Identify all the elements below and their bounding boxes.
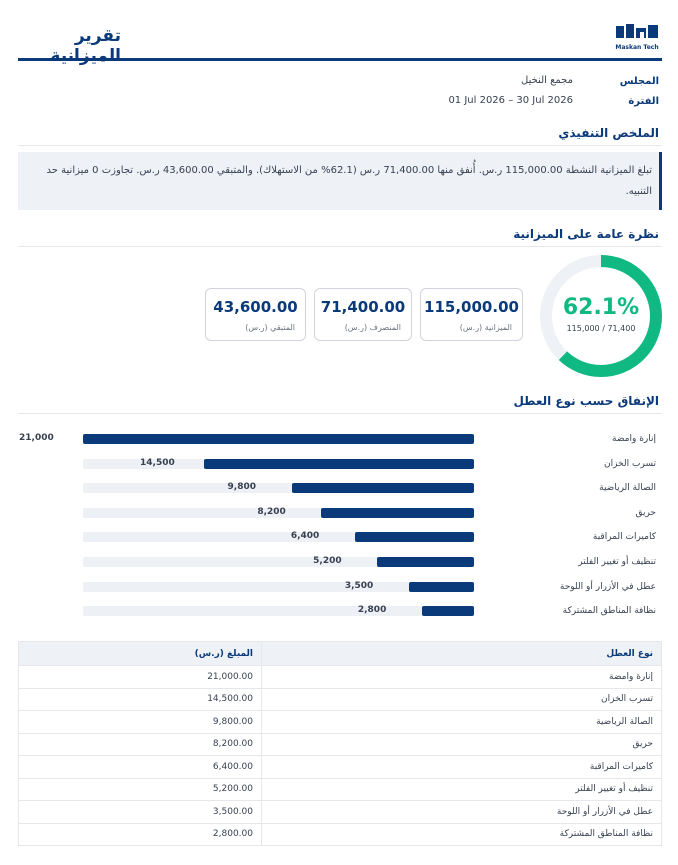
summary-title: الملخص التنفيذي [558, 126, 659, 140]
fault-type-cell: عطل في الأزرار أو اللوحة [261, 800, 662, 824]
summary-box [18, 152, 662, 210]
amount-cell: 3,500.00 [18, 800, 262, 824]
bar-value-label: 9,800 [227, 482, 256, 493]
table-header-row: نوع العطل المبلغ (ر.س) [18, 641, 662, 666]
table-row: نظافة المناطق المشتركة 2,800.00 [18, 822, 662, 846]
table-row: كاميرات المراقبة 6,400.00 [18, 755, 662, 779]
bar [204, 458, 474, 469]
company-logo [616, 24, 658, 38]
bar-value-label: 2,800 [357, 605, 387, 616]
bar-category-label: نظافة المناطق المشتركة [562, 606, 656, 617]
council-value: مجمع النخيل [521, 75, 573, 86]
gauge-fraction: 71,400 / 115,000 [566, 324, 636, 333]
fault-type-cell: تسرب الخزان [261, 687, 662, 711]
spending-table: نوع العطل المبلغ (ر.س) إنارة وامضة 21,000… [18, 641, 662, 846]
bar-value-label: 14,500 [140, 457, 175, 468]
council-label: المجلس [619, 76, 659, 87]
table-row: الصالة الرياضية 9,800.00 [18, 710, 662, 734]
bar-value-label: 21,000 [19, 433, 54, 443]
amount-cell: 5,200.00 [18, 777, 262, 801]
bar-category-label: عطل في الأزرار أو اللوحة [559, 581, 656, 592]
header-divider [18, 58, 662, 61]
bar-track [83, 458, 474, 469]
bar-track [83, 434, 474, 444]
budget-value: 115,000.00 [424, 298, 519, 316]
budget-gauge [540, 255, 662, 377]
section-divider [18, 246, 662, 247]
header-amount: المبلغ (ر.س) [18, 641, 262, 666]
bar-category-label: الصالة الرياضية [599, 483, 656, 494]
amount-cell: 14,500.00 [18, 687, 262, 711]
section-divider [18, 145, 662, 146]
bar [354, 532, 474, 543]
logo-text: Maskan Tech [615, 44, 659, 51]
spending-title: الإنفاق حسب نوع العطل [513, 394, 659, 408]
period-value: 01 Jul 2026 – 30 Jul 2026 [448, 95, 573, 106]
table-row: إنارة وامضة 21,000.00 [18, 665, 662, 689]
gauge-percent: 62.1% [562, 295, 640, 320]
fault-type-cell: إنارة وامضة [261, 665, 662, 689]
bar-category-label: تسرب الخزان [604, 458, 656, 469]
bar-track [83, 606, 474, 617]
fault-type-cell: نظافة المناطق المشتركة [261, 822, 662, 846]
bar [408, 581, 474, 592]
bar-category-label: حريق [635, 507, 656, 518]
bar-track [83, 532, 474, 543]
table-row: عطل في الأزرار أو اللوحة 3,500.00 [18, 800, 662, 824]
bar-track [83, 507, 474, 518]
remaining-label: المتبقي (ر.س) [245, 323, 295, 332]
bar-value-label: 8,200 [257, 506, 286, 517]
spent-label: المنصرف (ر.س) [344, 323, 401, 332]
bar-track [83, 557, 474, 567]
bar-category-label: كاميرات المراقبة [592, 532, 656, 543]
amount-cell: 8,200.00 [18, 732, 262, 756]
budget-card: 115,000.00 الميزانية (ر.س) [420, 288, 523, 341]
fault-type-cell: تنظيف أو تغيير الفلتر [261, 777, 662, 801]
amount-cell: 9,800.00 [18, 710, 262, 734]
bar-value-label: 5,200 [313, 556, 342, 566]
bar-track [83, 483, 474, 494]
bar [377, 557, 474, 567]
period-label: الفترة [628, 96, 659, 107]
bar [291, 483, 474, 494]
remaining-value: 43,600.00 [213, 298, 298, 316]
bar [421, 606, 474, 617]
fault-type-cell: كاميرات المراقبة [261, 755, 662, 779]
gauge-arc [540, 255, 662, 377]
page-title: تقرير الميزانية [50, 26, 121, 66]
header-fault-type: نوع العطل [261, 641, 662, 666]
section-divider [18, 413, 662, 414]
spent-card: 71,400.00 المنصرف (ر.س) [314, 288, 412, 341]
bar-value-label: 6,400 [290, 531, 320, 542]
summary-text: تبلغ الميزانية النشطة 115,000.00 ر.س. أُ… [46, 165, 652, 197]
bar-category-label: إنارة وامضة [612, 434, 656, 444]
table-row: تسرب الخزان 14,500.00 [18, 687, 662, 711]
amount-cell: 2,800.00 [18, 822, 262, 846]
fault-type-cell: حريق [261, 732, 662, 756]
bar-track [83, 581, 474, 592]
bar [321, 507, 474, 518]
overview-title: نظرة عامة على الميزانية [513, 227, 659, 241]
table-row: تنظيف أو تغيير الفلتر 5,200.00 [18, 777, 662, 801]
table-row: حريق 8,200.00 [18, 732, 662, 756]
budget-label: الميزانية (ر.س) [459, 323, 512, 332]
spent-value: 71,400.00 [320, 298, 406, 316]
amount-cell: 21,000.00 [18, 665, 262, 689]
bar-value-label: 3,500 [344, 580, 374, 591]
bar-category-label: تنظيف أو تغيير الفلتر [578, 557, 656, 567]
amount-cell: 6,400.00 [18, 755, 262, 779]
remaining-card: 43,600.00 المتبقي (ر.س) [205, 288, 306, 341]
bar [83, 434, 474, 444]
fault-type-cell: الصالة الرياضية [261, 710, 662, 734]
